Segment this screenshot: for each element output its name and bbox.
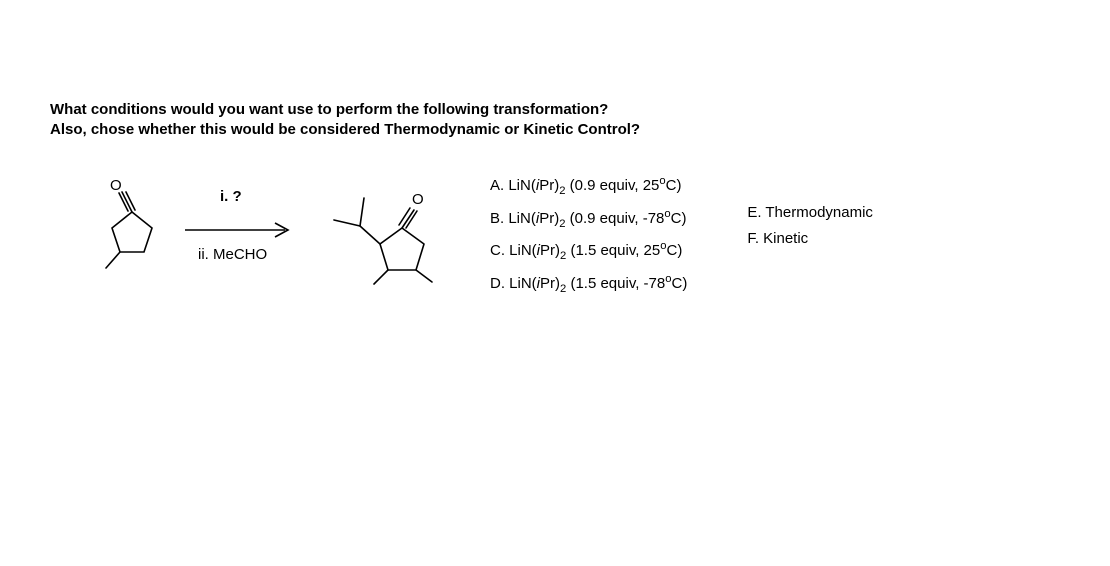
question-line-2: Also, chose whether this would be consid… <box>50 121 640 138</box>
option-d-end: C) <box>672 275 688 292</box>
option-a-rest: Pr) <box>539 177 559 194</box>
control-options: E. Thermodynamic F. Kinetic <box>747 200 873 251</box>
svg-text:O: O <box>412 191 424 208</box>
reagent-options: A. LiN(iPr)2 (0.9 equiv, 25oC) B. LiN(iP… <box>490 170 687 300</box>
option-a-end: C) <box>666 177 682 194</box>
option-c-end: C) <box>667 242 683 259</box>
option-a-suffix: (0.9 equiv, 25 <box>565 177 659 194</box>
question-text: What conditions would you want use to pe… <box>50 100 640 141</box>
reaction-step-i-label: i. ? <box>220 188 242 205</box>
question-line-1: What conditions would you want use to pe… <box>50 101 608 118</box>
option-e: E. Thermodynamic <box>747 200 873 226</box>
option-b-prefix: B. LiN( <box>490 210 536 227</box>
option-a: A. LiN(iPr)2 (0.9 equiv, 25oC) <box>490 170 687 203</box>
reaction-scheme: O i. ? ii. MeCHO Me OH <box>50 170 450 290</box>
product-structure-clean: O <box>302 168 472 308</box>
option-d-prefix: D. LiN( <box>490 275 537 292</box>
content-row: O i. ? ii. MeCHO Me OH <box>50 170 873 300</box>
option-b-suffix: (0.9 equiv, -78 <box>565 210 664 227</box>
option-c-prefix: C. LiN( <box>490 242 537 259</box>
option-c-rest: Pr) <box>540 242 560 259</box>
option-d-suffix: (1.5 equiv, -78 <box>566 275 665 292</box>
reaction-step-ii-label: ii. MeCHO <box>198 246 267 263</box>
option-f: F. Kinetic <box>747 226 873 252</box>
option-c-suffix: (1.5 equiv, 25 <box>566 242 660 259</box>
option-b-end: C) <box>671 210 687 227</box>
reaction-arrow <box>180 210 300 250</box>
option-d: D. LiN(iPr)2 (1.5 equiv, -78oC) <box>490 268 687 301</box>
option-b-rest: Pr) <box>539 210 559 227</box>
option-a-prefix: A. LiN( <box>490 177 536 194</box>
option-d-rest: Pr) <box>540 275 560 292</box>
svg-text:O: O <box>110 177 122 194</box>
option-b: B. LiN(iPr)2 (0.9 equiv, -78oC) <box>490 203 687 236</box>
starting-material-structure: O <box>70 170 180 290</box>
option-c: C. LiN(iPr)2 (1.5 equiv, 25oC) <box>490 235 687 268</box>
